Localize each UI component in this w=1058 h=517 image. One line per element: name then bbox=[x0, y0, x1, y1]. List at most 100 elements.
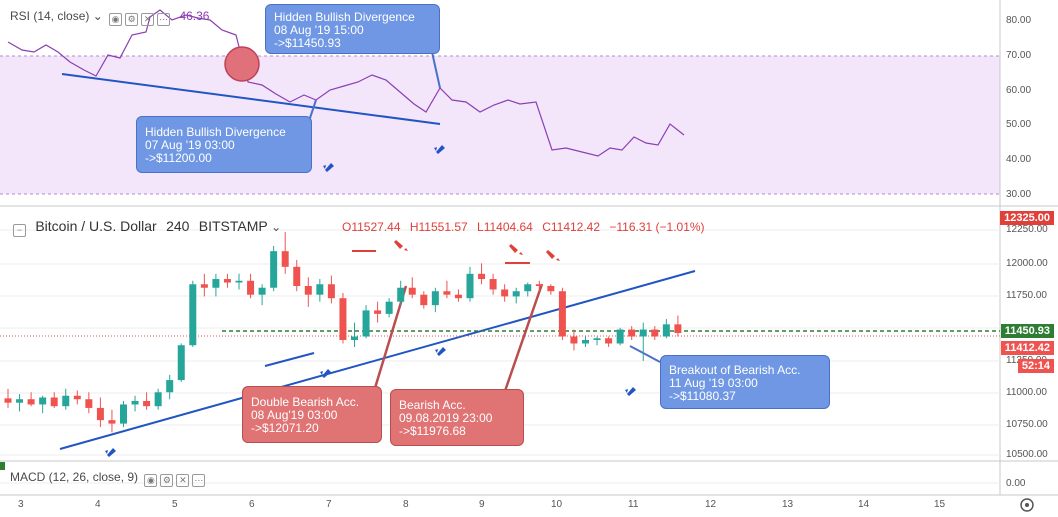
rsi-header[interactable]: RSI (14, close) ⌄ ◉ ⚙ ✕ ⋯ 46.36 bbox=[10, 9, 209, 26]
rsi-divergence-line[interactable] bbox=[61, 73, 441, 125]
candle-body[interactable] bbox=[466, 273, 474, 299]
visibility-eye-icon[interactable]: ◉ bbox=[109, 13, 123, 26]
ba-pointer bbox=[503, 283, 544, 392]
candle-body[interactable] bbox=[154, 392, 162, 407]
settings-gear-icon[interactable] bbox=[1020, 498, 1034, 512]
high-value: H11551.57 bbox=[409, 220, 468, 234]
symbol-dropdown-icon[interactable]: ⌄ bbox=[271, 220, 282, 234]
candle-body[interactable] bbox=[408, 287, 416, 295]
callout-double-bearish-acc[interactable]: Double Bearish Acc. 08 Aug'19 03:00 ->$1… bbox=[242, 386, 382, 443]
candle-body[interactable] bbox=[454, 294, 462, 299]
candle-body[interactable] bbox=[27, 399, 35, 405]
more-icon[interactable]: ⋯ bbox=[192, 474, 206, 487]
candle-body[interactable] bbox=[628, 329, 636, 337]
close-icon[interactable]: ✕ bbox=[141, 13, 155, 26]
candle-body[interactable] bbox=[4, 398, 12, 403]
ascending-trendline[interactable] bbox=[59, 270, 696, 450]
callout-hidden-bullish-divergence-aug7[interactable]: Hidden Bullish Divergence 07 Aug '19 03:… bbox=[136, 116, 312, 173]
candle-body[interactable] bbox=[593, 338, 601, 340]
candle-body[interactable] bbox=[235, 280, 243, 283]
candle-body[interactable] bbox=[212, 279, 220, 288]
candle-body[interactable] bbox=[258, 287, 266, 295]
candle-body[interactable] bbox=[639, 329, 647, 337]
candle-body[interactable] bbox=[62, 395, 70, 407]
candle-body[interactable] bbox=[108, 420, 116, 424]
candle-body[interactable] bbox=[223, 279, 231, 283]
candle-body[interactable] bbox=[39, 397, 47, 405]
candle-body[interactable] bbox=[143, 400, 151, 407]
candle-body[interactable] bbox=[512, 291, 520, 297]
macd-label[interactable]: MACD (12, 26, close, 9) bbox=[10, 470, 139, 484]
candle-body[interactable] bbox=[501, 289, 509, 297]
main-header[interactable]: − Bitcoin / U.S. Dollar 240 BITSTAMP ⌄ bbox=[10, 218, 281, 237]
change-value: −116.31 (−1.01%) bbox=[609, 220, 705, 234]
interval[interactable]: 240 bbox=[166, 218, 190, 234]
candle-body[interactable] bbox=[420, 294, 428, 306]
settings-icon[interactable]: ⚙ bbox=[125, 13, 139, 26]
candle-body[interactable] bbox=[662, 324, 670, 337]
candle-body[interactable] bbox=[50, 397, 58, 407]
candle-body[interactable] bbox=[558, 291, 566, 337]
candle-body[interactable] bbox=[570, 336, 578, 344]
candle-body[interactable] bbox=[582, 340, 589, 344]
candle-body[interactable] bbox=[674, 324, 682, 334]
candle-body[interactable] bbox=[293, 266, 301, 286]
candle-body[interactable] bbox=[605, 338, 613, 344]
price-tick: 10750.00 bbox=[1006, 419, 1048, 430]
callout-bearish-acc[interactable]: Bearish Acc. 09.08.2019 23:00 ->$11976.6… bbox=[390, 389, 524, 446]
rsi-dropdown-icon[interactable]: ⌄ bbox=[92, 9, 103, 23]
time-tick: 13 bbox=[782, 499, 794, 510]
close-icon[interactable]: ✕ bbox=[176, 474, 190, 487]
candle-body[interactable] bbox=[189, 284, 197, 346]
candle-body[interactable] bbox=[85, 399, 93, 408]
candle-body[interactable] bbox=[73, 395, 81, 400]
candle-body[interactable] bbox=[535, 284, 543, 286]
exchange[interactable]: BITSTAMP bbox=[198, 218, 268, 234]
rsi-line[interactable] bbox=[7, 9, 685, 157]
rsi-divergence-marker[interactable] bbox=[224, 46, 260, 82]
candle-body[interactable] bbox=[304, 286, 312, 295]
price-tick: 11750.00 bbox=[1006, 290, 1047, 301]
candle-body[interactable] bbox=[166, 380, 174, 393]
more-icon[interactable]: ⋯ bbox=[157, 13, 171, 26]
candle-body[interactable] bbox=[270, 251, 278, 288]
callout-hidden-bullish-divergence-aug8[interactable]: Hidden Bullish Divergence 08 Aug '19 15:… bbox=[265, 4, 440, 54]
candle-body[interactable] bbox=[397, 287, 405, 302]
visibility-eye-icon[interactable]: ◉ bbox=[144, 474, 158, 487]
candle-body[interactable] bbox=[247, 280, 255, 295]
symbol-name[interactable]: Bitcoin / U.S. Dollar bbox=[35, 218, 157, 234]
candle-body[interactable] bbox=[16, 399, 24, 403]
macd-edge-marker bbox=[0, 462, 5, 470]
rsi-label[interactable]: RSI (14, close) bbox=[10, 9, 90, 23]
collapse-icon[interactable]: − bbox=[13, 224, 26, 237]
candle-body[interactable] bbox=[131, 400, 139, 405]
candle-body[interactable] bbox=[351, 336, 358, 340]
candle-body[interactable] bbox=[281, 251, 289, 267]
settings-icon[interactable]: ⚙ bbox=[160, 474, 174, 487]
candle-body[interactable] bbox=[362, 310, 370, 337]
macd-header[interactable]: MACD (12, 26, close, 9) ◉ ⚙ ✕ ⋯ bbox=[10, 470, 206, 487]
callout-breakout-bearish-acc[interactable]: Breakout of Bearish Acc. 11 Aug '19 03:0… bbox=[660, 355, 830, 409]
candle-body[interactable] bbox=[431, 291, 439, 306]
candle-body[interactable] bbox=[443, 291, 451, 295]
candle-body[interactable] bbox=[316, 284, 324, 295]
trendline-segment[interactable] bbox=[264, 352, 315, 367]
candlestick-series[interactable] bbox=[4, 232, 682, 433]
candle-body[interactable] bbox=[327, 284, 335, 299]
candle-body[interactable] bbox=[200, 284, 208, 288]
candle-body[interactable] bbox=[177, 345, 185, 381]
candle-body[interactable] bbox=[489, 279, 497, 290]
candle-body[interactable] bbox=[616, 329, 624, 344]
candle-body[interactable] bbox=[374, 310, 382, 314]
candle-body[interactable] bbox=[651, 329, 659, 337]
candle-body[interactable] bbox=[478, 273, 486, 280]
rsi-tick: 50.00 bbox=[1006, 119, 1032, 130]
candle-body[interactable] bbox=[524, 284, 532, 292]
candle-body[interactable] bbox=[120, 404, 127, 424]
candle-body[interactable] bbox=[385, 301, 393, 314]
candle-body[interactable] bbox=[547, 286, 555, 292]
rsi-value: 46.36 bbox=[179, 9, 210, 23]
candle-body[interactable] bbox=[96, 407, 104, 421]
candle-body[interactable] bbox=[339, 298, 347, 340]
